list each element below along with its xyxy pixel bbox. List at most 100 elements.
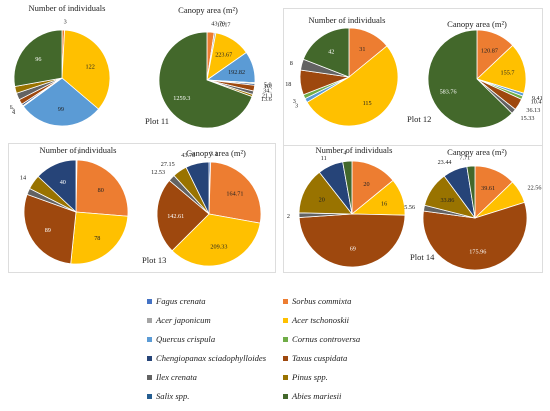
plot-13-canopy-label-acert: 209.33 — [210, 243, 227, 250]
legend-label-abies: Abies mariesii — [292, 391, 342, 401]
plot-13-canopy-label-cheng: 43.78 — [181, 152, 195, 159]
plot-11-individuals-pie: Number of individuals3122991268896 — [4, 3, 111, 127]
legend-label-taxus: Taxus cuspidata — [292, 353, 348, 363]
plot-13-individuals-label-sorbus: 80 — [98, 187, 104, 194]
legend-label-fagus: Fagus crenata — [156, 296, 206, 306]
legend-item-cornus: Cornus controversa — [283, 334, 360, 344]
plot-14-individuals-label-taxus: 69 — [350, 245, 356, 252]
plot-11-svg: Number of individuals3122991268896Plot 1… — [4, 3, 278, 129]
plot-11-canopy-label-sorbus: 43.79 — [211, 21, 225, 28]
plot-12-canopy-label-ilex: 15.33 — [521, 115, 535, 122]
plot-11-canopy-label-taxus: 34.77 — [263, 87, 272, 94]
plot-11-canopy-label-pinus: 13.63 — [261, 96, 272, 103]
legend-swatch-acerj — [147, 317, 152, 323]
plot-14-canopy-slice-abies — [466, 165, 476, 219]
plot-11-individuals-label-cheng: 2 — [12, 108, 15, 115]
plot-14-canopy-label-abies: 7.71 — [459, 155, 470, 162]
plot-13-individuals-label-pinus: 14 — [20, 175, 26, 182]
panel-plot-12: Number of individuals 31 115 3 3 18 8 42 Plot 12… — [283, 8, 545, 146]
plot-13-canopy-label-ilex: 12.53 — [151, 169, 165, 176]
plot-12-individuals-title: Number of individuals — [309, 15, 386, 25]
species-legend: Fagus crenata Sorbus commixta Acer japonic… — [139, 288, 429, 408]
plot-11-individuals-title: Number of individuals — [29, 3, 106, 13]
legend-swatch-cornus — [283, 336, 288, 342]
plot-11-individuals-label-sorbus: 3 — [64, 19, 67, 26]
plot-12-individuals-label-cornus: 3 — [293, 98, 296, 105]
plot-11-individuals-label-taxus: 6 — [10, 104, 13, 111]
plot-12-individuals-label-sorbus: 31 — [359, 46, 365, 53]
legend-label-acert: Acer tschonoskii — [292, 315, 350, 325]
plot-14-individuals-slice-taxus — [298, 213, 406, 268]
plot-11-individuals-label-cornus: 1 — [13, 109, 16, 116]
legend-item-pinus: Pinus spp. — [283, 372, 328, 382]
plot-13-individuals-label-fagus: 1 — [77, 149, 80, 156]
panel-plot-11: Number of individuals3122991268896Plot 1… — [4, 3, 278, 142]
legend-swatch-quercus — [147, 336, 152, 342]
plot-13-individuals-slice-taxus — [23, 193, 77, 265]
plot-13-label: Plot 13 — [142, 255, 166, 265]
plot-13-individuals-label-taxus: 89 — [45, 227, 51, 234]
plot-12-individuals-label-taxus: 18 — [285, 81, 291, 88]
plot-13-canopy-slice-cheng — [185, 161, 210, 215]
legend-swatch-fagus — [147, 298, 152, 304]
legend-label-salix: Salix spp. — [156, 391, 190, 401]
plot-13-canopy-title: Canopy area (m²) — [186, 148, 246, 158]
plot-12-canopy-slice-abies — [427, 29, 513, 129]
legend-item-sorbus: Sorbus commixta — [283, 296, 351, 306]
legend-swatch-sorbus — [283, 298, 288, 304]
plot-14-canopy-label-pinus: 33.86 — [440, 197, 454, 204]
legend-label-cornus: Cornus controversa — [292, 334, 361, 344]
plot-13-canopy-slice-sorbus — [208, 161, 262, 224]
plot-12-canopy-label-taxus: 36.13 — [526, 107, 540, 114]
plot-11-canopy-label-acert: 223.67 — [215, 52, 232, 59]
plot-13-canopy-pie: Canopy area (m²)3.1 164.71 209.33 142.61 12.… — [151, 148, 262, 267]
plot-11-individuals-label-quercus: 99 — [58, 106, 64, 113]
plot-11-canopy-label-cheng: 10.08 — [264, 83, 272, 90]
panel-plot-14: Number of individuals 20 16 69 2 20 11 4 Plot 14… — [283, 145, 543, 273]
plot-14-canopy-label-acert: 22.56 — [528, 184, 542, 191]
plot-12-individuals-label-acert: 115 — [363, 100, 372, 107]
plot-14-individuals-label-abies: 4 — [343, 150, 346, 157]
plot-11-canopy-label-quercus: 192.82 — [228, 69, 245, 76]
plot-13-individuals-title: Number of individuals — [40, 145, 117, 155]
plot-14-individuals-slice-abies — [342, 160, 353, 215]
legend-label-sorbus: Sorbus commixta — [292, 296, 352, 306]
plot-13-canopy-slice-taxus — [156, 179, 210, 252]
plot-13-canopy-label-taxus: 142.61 — [167, 213, 184, 220]
plot-14-canopy-label-sorbus: 39.61 — [481, 185, 495, 192]
plot-13-canopy-label-pinus: 27.15 — [161, 161, 175, 168]
plot-11-label: Plot 11 — [145, 116, 169, 126]
legend-item-abies: Abies mariesii — [283, 391, 341, 401]
plot-13-individuals-slice-sorbus — [75, 159, 129, 217]
legend-swatch-salix — [147, 393, 152, 399]
legend-label-cheng: Chengiopanax sciadophylloides — [156, 353, 267, 363]
legend-swatch-cheng — [147, 355, 152, 361]
legend-label-quercus: Quercus crispula — [156, 334, 216, 344]
plot-14-svg: Number of individuals 20 16 69 2 20 11 4 Plot 14… — [287, 145, 542, 271]
plot-11-individuals-label-acert: 122 — [86, 63, 95, 70]
plot-11-canopy-label-cornus: 5.92 — [264, 81, 272, 88]
plot-14-canopy-label-cheng: 23.44 — [438, 159, 452, 166]
plot-12-canopy-slice-acert — [476, 44, 527, 94]
plot-14-individuals-label-cheng: 11 — [321, 155, 327, 162]
panel-plot-13: Number of individuals 1 80 78 89 14 40 Plot 13 C… — [8, 143, 276, 273]
plot-14-individuals-label-pinus: 20 — [319, 196, 325, 203]
legend-item-ilex: Ilex crenata — [147, 372, 197, 382]
plot-11-individuals-slice-acert — [61, 29, 111, 110]
legend-item-cheng: Chengiopanax sciadophylloides — [147, 353, 266, 363]
plot-12-canopy-label-acert: 155.7 — [501, 69, 515, 76]
legend-label-pinus: Pinus spp. — [292, 372, 328, 382]
legend-item-quercus: Quercus crispula — [147, 334, 215, 344]
plot-13-canopy-slice-acert — [171, 213, 261, 267]
plot-13-canopy-label-fagus: 3.1 — [210, 151, 218, 158]
plot-12-individuals-label-abies: 42 — [328, 49, 334, 56]
legend-label-acerj: Acer japonicum — [156, 315, 211, 325]
plot-13-canopy-label-sorbus: 164.71 — [226, 191, 243, 198]
plot-14-individuals-label-sorbus: 20 — [363, 181, 369, 188]
plot-13-individuals-label-acert: 78 — [94, 235, 100, 242]
legend-swatch-ilex — [147, 374, 152, 380]
plot-12-label: Plot 12 — [407, 114, 431, 124]
